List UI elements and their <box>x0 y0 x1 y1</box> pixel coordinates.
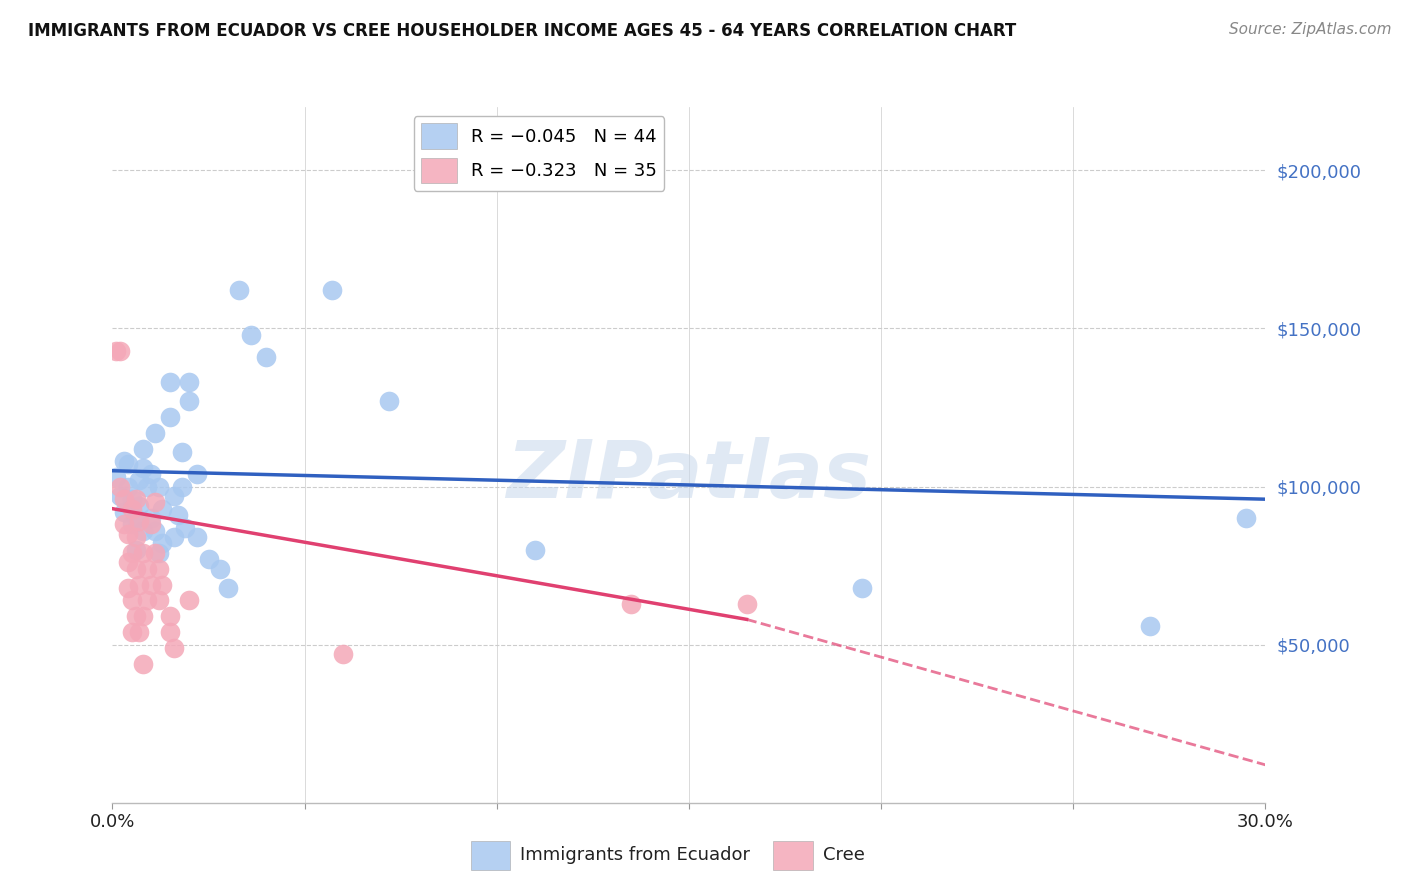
Point <box>163 640 186 655</box>
Point <box>159 625 181 640</box>
Point <box>139 511 162 525</box>
Point <box>112 492 135 507</box>
Point <box>143 546 166 560</box>
Point <box>228 284 250 298</box>
Point <box>163 530 186 544</box>
Point <box>121 593 143 607</box>
Point <box>121 517 143 532</box>
Point <box>197 552 219 566</box>
Point <box>108 343 131 358</box>
Point <box>105 343 128 358</box>
Point <box>209 562 232 576</box>
Point <box>128 473 150 487</box>
Point <box>148 562 170 576</box>
Point <box>136 562 159 576</box>
Point <box>174 521 197 535</box>
Point <box>132 442 155 456</box>
Point <box>179 593 201 607</box>
Text: IMMIGRANTS FROM ECUADOR VS CREE HOUSEHOLDER INCOME AGES 45 - 64 YEARS CORRELATIO: IMMIGRANTS FROM ECUADOR VS CREE HOUSEHOL… <box>28 22 1017 40</box>
Point <box>124 609 146 624</box>
Point <box>254 350 277 364</box>
Point <box>117 527 139 541</box>
Point <box>121 546 143 560</box>
Text: Cree: Cree <box>823 847 865 864</box>
Point <box>148 479 170 493</box>
Point <box>186 530 208 544</box>
Point <box>136 593 159 607</box>
Point <box>152 501 174 516</box>
Point <box>166 508 188 522</box>
Point <box>152 577 174 591</box>
Point <box>136 479 159 493</box>
Point <box>132 657 155 671</box>
Point <box>139 467 162 481</box>
Point <box>148 593 170 607</box>
Point <box>124 542 146 557</box>
Point <box>170 444 193 458</box>
Point <box>139 577 162 591</box>
Point <box>159 609 181 624</box>
Point <box>143 425 166 440</box>
Point <box>128 577 150 591</box>
Point <box>851 581 873 595</box>
Point <box>620 597 643 611</box>
Point <box>159 375 181 389</box>
Point <box>112 454 135 468</box>
Point <box>321 284 343 298</box>
Point <box>159 409 181 424</box>
Point <box>124 492 146 507</box>
Point <box>179 394 201 409</box>
Point <box>239 327 262 342</box>
Point <box>105 470 128 484</box>
Text: Immigrants from Ecuador: Immigrants from Ecuador <box>520 847 751 864</box>
Point <box>121 501 143 516</box>
Text: ZIPatlas: ZIPatlas <box>506 437 872 515</box>
Point <box>117 556 139 570</box>
Point <box>128 625 150 640</box>
Point <box>108 489 131 503</box>
Point <box>1234 511 1257 525</box>
Point <box>179 375 201 389</box>
Point <box>163 489 186 503</box>
Point <box>121 492 143 507</box>
Point <box>143 495 166 509</box>
Point <box>117 458 139 472</box>
Point <box>217 581 239 595</box>
Point <box>124 562 146 576</box>
Point <box>128 514 150 528</box>
Point <box>128 499 150 513</box>
Point <box>112 517 135 532</box>
Point <box>186 467 208 481</box>
Point <box>332 647 354 661</box>
Point <box>124 511 146 525</box>
Point <box>108 479 131 493</box>
Point <box>117 479 139 493</box>
Point <box>143 524 166 538</box>
Point <box>139 517 162 532</box>
Point <box>124 530 146 544</box>
Point <box>524 542 547 557</box>
Point <box>170 479 193 493</box>
Point <box>132 546 155 560</box>
Point <box>132 460 155 475</box>
Point <box>152 536 174 550</box>
Point <box>378 394 401 409</box>
Point <box>112 505 135 519</box>
Point <box>132 524 155 538</box>
Point <box>121 625 143 640</box>
Point <box>735 597 758 611</box>
Point <box>1139 618 1161 632</box>
Point <box>117 581 139 595</box>
Text: Source: ZipAtlas.com: Source: ZipAtlas.com <box>1229 22 1392 37</box>
Point <box>148 546 170 560</box>
Legend: R = −0.045   N = 44, R = −0.323   N = 35: R = −0.045 N = 44, R = −0.323 N = 35 <box>413 116 665 191</box>
Point <box>132 609 155 624</box>
